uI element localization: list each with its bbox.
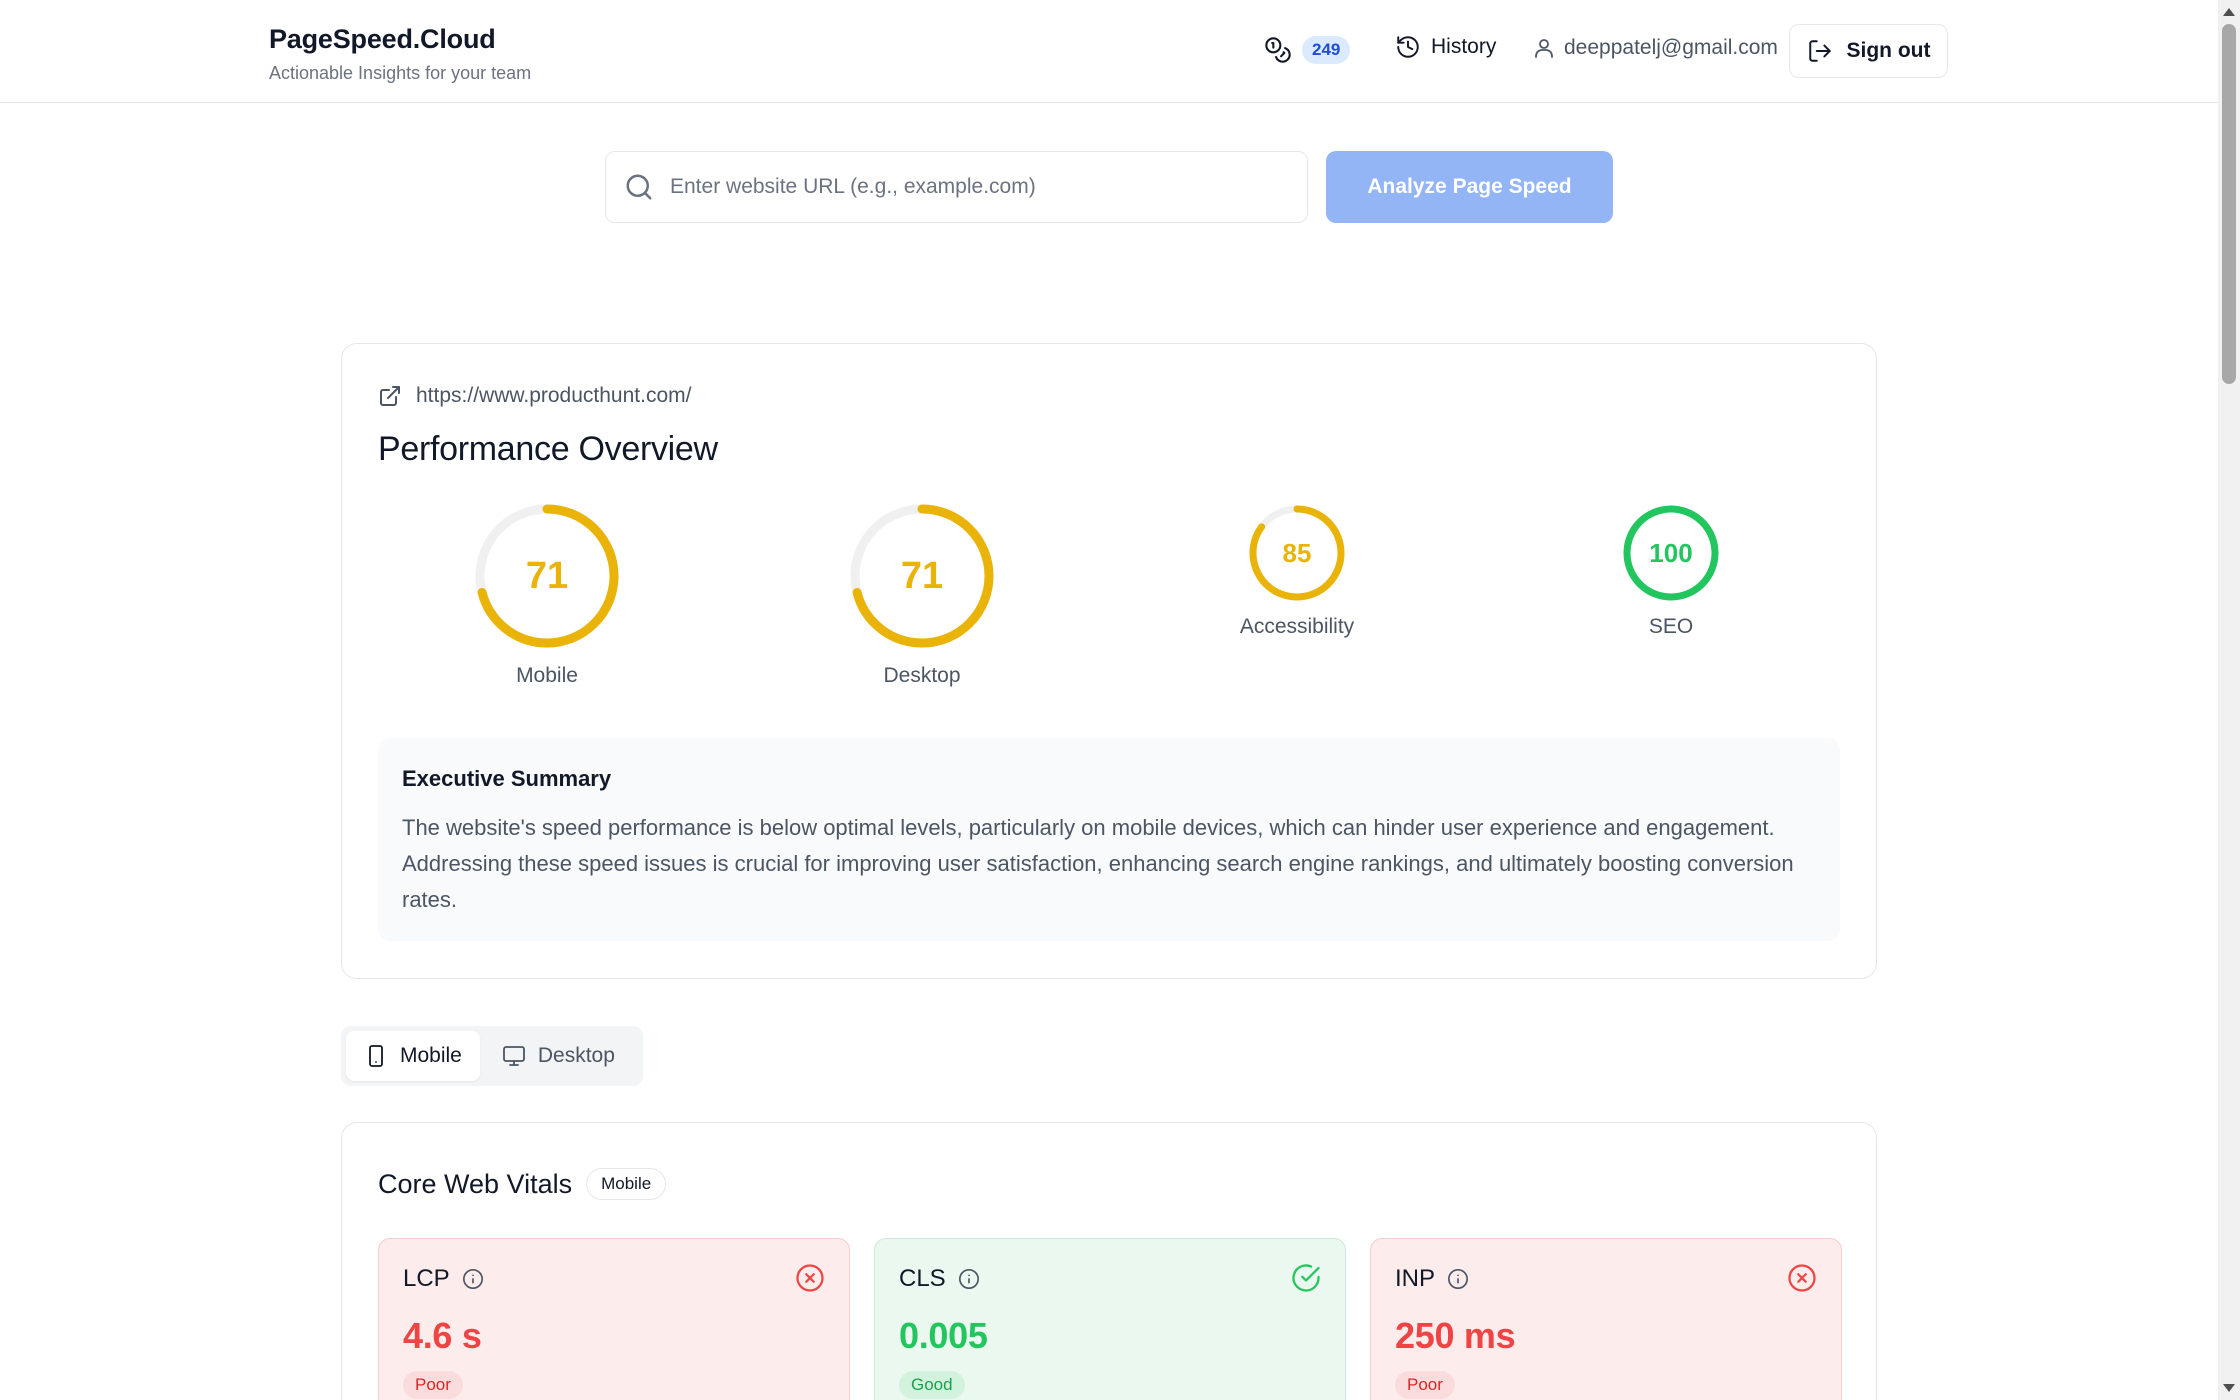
search-icon (626, 174, 652, 200)
accessibility-score-label: Accessibility (1239, 615, 1355, 638)
metric-rating-badge: Poor (1395, 1371, 1455, 1399)
tab-mobile-label: Mobile (400, 1044, 462, 1067)
tab-mobile[interactable]: Mobile (346, 1031, 480, 1081)
seo-score-ring: 100 (1623, 505, 1719, 601)
executive-summary-title: Executive Summary (402, 766, 612, 791)
scroll-down-arrow-icon[interactable] (2223, 1384, 2235, 1392)
credits-badge: 249 (1302, 36, 1351, 64)
core-web-vitals-header: Core Web Vitals Mobile (378, 1168, 667, 1200)
metric-value: 4.6 s (403, 1315, 482, 1356)
sign-out-button[interactable]: Sign out (1789, 24, 1948, 78)
smartphone-icon (369, 1045, 383, 1067)
metric-head: LCP (403, 1265, 825, 1293)
seo-score-value: 100 (1649, 538, 1692, 568)
history-link[interactable]: History (1395, 34, 1496, 60)
history-label: History (1431, 35, 1497, 58)
executive-summary: Executive Summary The website's speed pe… (378, 738, 1840, 941)
metric-head: INP (1395, 1265, 1817, 1293)
external-link-icon (380, 386, 400, 406)
metric-value: 250 ms (1395, 1315, 1516, 1356)
credits-indicator[interactable]: 249 (1264, 36, 1351, 64)
sign-out-label: Sign out (1846, 39, 1931, 62)
metric-value: 0.005 (899, 1315, 988, 1356)
info-icon[interactable] (958, 1268, 980, 1290)
info-icon[interactable] (462, 1268, 484, 1290)
brand-subtitle: Actionable Insights for your team (269, 63, 532, 83)
url-search-box[interactable] (605, 151, 1308, 223)
x-circle-icon (1788, 1264, 1816, 1292)
desktop-score-gauge: 71 Desktop (842, 502, 1002, 688)
x-circle-icon (796, 1264, 824, 1292)
performance-overview-card: https://www.producthunt.com/ Performance… (341, 343, 1877, 979)
metric-name: LCP (403, 1265, 450, 1292)
history-icon (1397, 36, 1419, 58)
page-title: Performance Overview (378, 430, 718, 468)
accessibility-score-gauge: 85 Accessibility (1217, 503, 1377, 639)
seo-score-label: SEO (1648, 615, 1694, 638)
metric-rating-badge: Good (899, 1371, 965, 1399)
metric-rating-badge: Poor (403, 1371, 463, 1399)
mobile-score-ring: 71 (475, 504, 619, 648)
tab-desktop-label: Desktop (537, 1044, 615, 1067)
device-toggle: Mobile Desktop (341, 1026, 643, 1086)
metric-card-cls: CLS 0.005 Good (874, 1238, 1346, 1400)
top-header: PageSpeed.Cloud Actionable Insights for … (0, 0, 2218, 103)
log-out-icon (1808, 40, 1831, 62)
metric-card-inp: INP 250 ms Poor (1370, 1238, 1842, 1400)
brand[interactable]: PageSpeed.Cloud Actionable Insights for … (269, 24, 531, 84)
metric-head: CLS (899, 1265, 1321, 1293)
user-email: deeppatelj@gmail.com (1564, 36, 1778, 59)
page-scrollbar[interactable] (2218, 0, 2240, 1400)
info-icon[interactable] (1447, 1268, 1469, 1290)
coins-icon (1265, 37, 1291, 63)
desktop-score-label: Desktop (883, 664, 961, 687)
tab-desktop[interactable]: Desktop (484, 1031, 633, 1081)
accessibility-score-ring: 85 (1249, 505, 1345, 601)
scrollbar-thumb[interactable] (2222, 24, 2236, 384)
device-badge: Mobile (586, 1168, 667, 1200)
url-input[interactable] (670, 175, 1270, 199)
mobile-score-value: 71 (526, 555, 568, 597)
metric-name: INP (1395, 1265, 1436, 1292)
executive-summary-text: The website's speed performance is below… (402, 815, 1794, 912)
core-web-vitals-card: Core Web Vitals Mobile LCP 4.6 s Poor CL… (341, 1122, 1877, 1400)
metric-name: CLS (899, 1265, 946, 1292)
user-account: deeppatelj@gmail.com (1532, 36, 1778, 60)
analyzed-url: https://www.producthunt.com/ (416, 384, 692, 407)
scroll-up-arrow-icon[interactable] (2223, 8, 2235, 16)
core-web-vitals-title: Core Web Vitals (378, 1168, 573, 1199)
mobile-score-gauge: 71 Mobile (467, 502, 627, 688)
analyze-page-speed-button[interactable]: Analyze Page Speed (1326, 151, 1613, 223)
brand-title[interactable]: PageSpeed.Cloud (269, 24, 496, 54)
check-circle-icon (1292, 1264, 1320, 1292)
user-icon (1535, 39, 1553, 58)
accessibility-score-value: 85 (1283, 538, 1312, 568)
monitor-icon (502, 1046, 525, 1066)
desktop-score-ring: 71 (850, 504, 994, 648)
mobile-score-label: Mobile (516, 664, 578, 687)
analyzed-url-link[interactable]: https://www.producthunt.com/ (378, 384, 691, 408)
metric-card-lcp: LCP 4.6 s Poor (378, 1238, 850, 1400)
seo-score-gauge: 100 SEO (1591, 503, 1751, 639)
desktop-score-value: 71 (901, 555, 943, 597)
